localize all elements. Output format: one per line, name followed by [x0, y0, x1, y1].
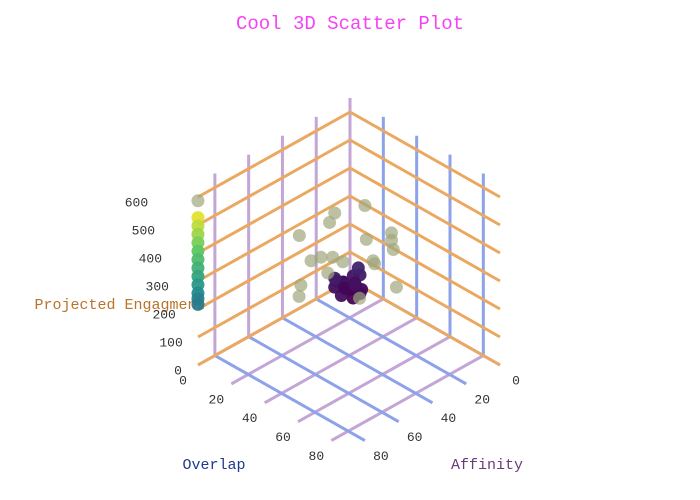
- wall-grid-line: [197, 250, 351, 339]
- point: [348, 277, 362, 291]
- point: [292, 229, 306, 243]
- y-tick-label: 0: [512, 373, 520, 388]
- y-tick-label: 80: [373, 449, 389, 464]
- y-tick-label: 20: [474, 392, 490, 407]
- x-tick-label: 80: [309, 449, 325, 464]
- x-tick-label: 20: [209, 392, 225, 407]
- point: [323, 215, 337, 229]
- floor-grid-line: [330, 354, 485, 442]
- point: [338, 281, 352, 295]
- wall-grid-line: [197, 110, 351, 199]
- point: [389, 280, 403, 294]
- point: [294, 278, 308, 292]
- z-tick-label: 0: [174, 363, 182, 378]
- wall-grid-line: [197, 194, 351, 283]
- point: [353, 291, 367, 305]
- point: [366, 254, 380, 268]
- wall-grid-line: [197, 138, 351, 227]
- point: [386, 243, 400, 257]
- wall-grid-line: [349, 222, 501, 311]
- floor-grid-line: [230, 297, 385, 386]
- y-tick-label: 60: [407, 430, 423, 445]
- point: [336, 255, 350, 269]
- wall-grid-line: [349, 278, 501, 367]
- x-tick-label: 60: [275, 430, 291, 445]
- floor-grid-line: [263, 316, 418, 405]
- point: [359, 232, 373, 246]
- point: [326, 250, 340, 264]
- z-tick-label: 500: [132, 223, 155, 238]
- wall-grid-line: [197, 278, 351, 367]
- floor-grid-line: [247, 335, 400, 423]
- floor-grid-line: [315, 297, 467, 386]
- point: [292, 289, 306, 303]
- x-tick-label: 0: [179, 373, 187, 388]
- wall-grid-line: [197, 166, 351, 255]
- z-tick-label: 600: [125, 195, 148, 210]
- x-axis-title: Overlap: [182, 457, 245, 474]
- z-tick-label: 100: [159, 335, 182, 350]
- wall-grid-line: [349, 166, 501, 255]
- wall-grid-line: [349, 110, 501, 199]
- point: [351, 261, 365, 275]
- wall-grid-line: [197, 222, 351, 311]
- wall-grid-line: [349, 194, 501, 283]
- point: [304, 254, 318, 268]
- y-axis-title: Affinity: [451, 457, 523, 474]
- point: [358, 199, 372, 213]
- x-tick-label: 40: [242, 411, 258, 426]
- floor-grid-line: [297, 335, 451, 423]
- z-tick-label: 300: [146, 279, 169, 294]
- chart-title: Cool 3D Scatter Plot: [236, 13, 464, 35]
- z-tick-label: 200: [152, 307, 175, 322]
- point: [191, 297, 205, 311]
- y-tick-label: 40: [441, 411, 457, 426]
- point: [384, 226, 398, 240]
- point: [321, 266, 335, 280]
- point: [314, 250, 328, 264]
- point: [191, 194, 205, 208]
- floor-grid-line: [281, 316, 434, 405]
- z-axis-title: Projected Engagment: [34, 297, 205, 314]
- z-tick-label: 400: [139, 251, 162, 266]
- point: [328, 206, 342, 220]
- wall-grid-line: [349, 138, 501, 227]
- floor-grid-line: [214, 354, 366, 442]
